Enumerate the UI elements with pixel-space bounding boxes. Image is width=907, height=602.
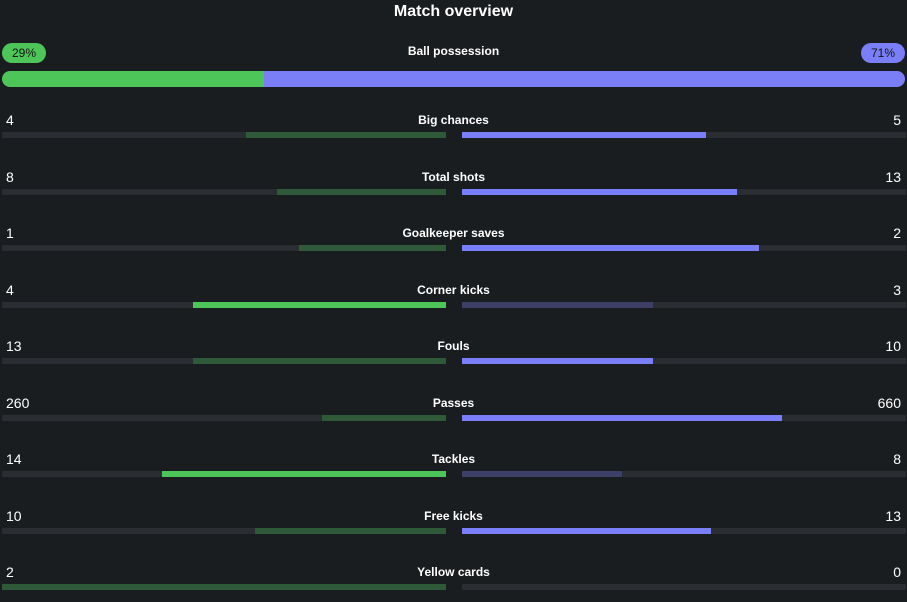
away-stat-track: [462, 471, 906, 477]
away-stat-value: 8: [893, 451, 901, 467]
possession-bar-away: [263, 71, 905, 87]
home-stat-bar: [246, 132, 446, 138]
away-stat-value: 13: [885, 168, 901, 185]
away-stat-bar: [462, 358, 653, 364]
stat-row: 8 Total shots 13: [0, 169, 907, 209]
away-stat-track: [462, 301, 906, 308]
home-stat-track: [2, 132, 446, 138]
home-stat-value: 260: [6, 394, 30, 411]
stat-row: 2 Yellow cards 0: [0, 564, 907, 602]
possession-label: Ball possession: [407, 44, 500, 58]
stat-label: Yellow cards: [417, 565, 490, 579]
home-possession-badge: 29%: [2, 43, 47, 63]
stat-label: Tackles: [431, 452, 476, 466]
home-stat-track: [2, 358, 446, 364]
home-stat-bar: [192, 301, 446, 308]
possession-bar: [2, 71, 905, 87]
away-stat-track: [462, 414, 906, 421]
home-stat-bar: [255, 527, 446, 534]
stat-label: Total shots: [421, 169, 486, 184]
away-stat-track: [462, 584, 906, 590]
away-stat-bar: [462, 414, 782, 421]
stat-label: Big chances: [418, 113, 489, 127]
away-stat-value: 13: [885, 507, 901, 524]
home-stat-value: 4: [6, 281, 14, 298]
home-stat-track: [2, 584, 446, 590]
home-stat-track: [2, 245, 446, 251]
home-stat-value: 8: [6, 168, 14, 185]
away-stat-track: [462, 245, 906, 251]
home-stat-value: 10: [6, 507, 22, 524]
home-stat-value: 13: [6, 338, 22, 354]
stat-row: 1 Goalkeeper saves 2: [0, 225, 907, 265]
stat-label: Goalkeeper saves: [402, 226, 505, 240]
stat-row: 4 Corner kicks 3: [0, 282, 907, 322]
away-stat-track: [462, 188, 906, 195]
stat-row: 4 Big chances 5: [0, 112, 907, 152]
away-stat-bar: [462, 188, 738, 195]
away-possession-badge: 71%: [860, 43, 905, 63]
stat-row: 10 Free kicks 13: [0, 508, 907, 548]
stat-row: 13 Fouls 10: [0, 338, 907, 378]
home-stat-bar: [277, 188, 446, 195]
stat-row: 260 Passes 660: [0, 395, 907, 435]
away-stat-value: 3: [893, 281, 901, 298]
away-stat-track: [462, 527, 906, 534]
home-stat-bar: [192, 358, 446, 364]
stat-label: Corner kicks: [417, 282, 490, 297]
away-stat-track: [462, 132, 906, 138]
stat-row: 14 Tackles 8: [0, 451, 907, 491]
away-stat-value: 5: [893, 112, 901, 128]
home-stat-track: [2, 414, 446, 421]
home-stat-value: 2: [6, 564, 14, 580]
away-stat-bar: [462, 301, 653, 308]
away-stat-bar: [462, 471, 622, 477]
away-stat-bar: [462, 527, 711, 534]
section-title: Match overview: [393, 3, 514, 20]
away-stat-value: 660: [877, 394, 901, 411]
home-stat-value: 4: [6, 112, 14, 128]
away-stat-value: 0: [893, 564, 901, 580]
stat-label: Passes: [432, 395, 475, 410]
home-stat-value: 14: [6, 451, 22, 467]
home-stat-bar: [2, 584, 446, 590]
away-stat-value: 10: [885, 338, 901, 354]
away-stat-bar: [462, 245, 760, 251]
home-stat-bar: [299, 245, 446, 251]
home-stat-track: [2, 188, 446, 195]
possession-bar-home: [2, 71, 264, 87]
home-stat-track: [2, 301, 446, 308]
home-stat-bar: [321, 414, 446, 421]
home-stat-track: [2, 471, 446, 477]
home-stat-track: [2, 527, 446, 534]
home-stat-value: 1: [6, 225, 14, 241]
away-stat-track: [462, 358, 906, 364]
away-stat-bar: [462, 132, 707, 138]
away-stat-value: 2: [893, 225, 901, 241]
home-stat-bar: [161, 471, 446, 477]
stat-label: Fouls: [437, 339, 470, 353]
stat-label: Free kicks: [424, 508, 483, 523]
